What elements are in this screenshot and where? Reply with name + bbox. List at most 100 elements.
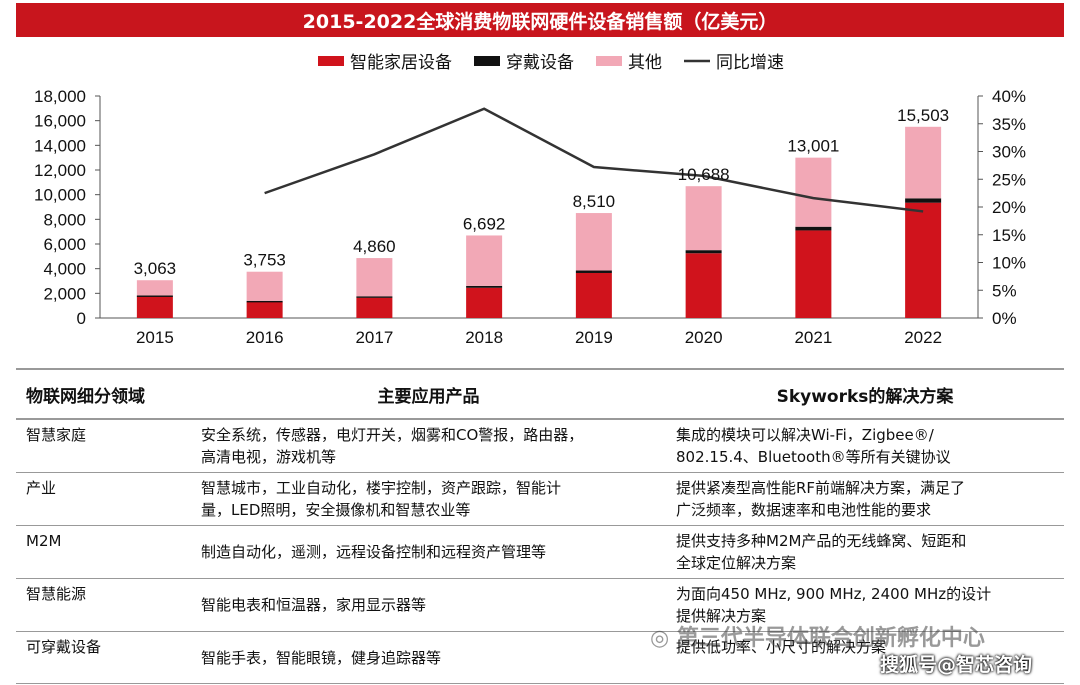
y-tick-label: 8,000 <box>43 210 86 229</box>
total-label: 15,503 <box>897 106 949 125</box>
segment-products: 安全系统，传感器，电灯开关，烟雾和CO警报，路由器， 高清电视，游戏机等 <box>191 419 666 473</box>
header-field: 物联网细分领域 <box>16 368 191 420</box>
chart-data-labels: 3,063 3,753 4,860 6,692 8,510 10,688 13,001 15,… <box>134 106 950 278</box>
table-row: 产业 智慧城市，工业自动化，楼宇控制，资产跟踪，智能计 量，LED照明，安全摄像机和… <box>16 472 1064 526</box>
legend-swatch <box>596 56 622 66</box>
total-label: 8,510 <box>573 192 616 211</box>
segment-products: 制造自动化，遥测，远程设备控制和远程资产管理等 <box>191 525 666 579</box>
segment-name: 可穿戴设备 <box>16 631 191 684</box>
table-row: 智慧能源 智能电表和恒温器，家用显示器等 为面向450 MHz, 900 MHz, … <box>16 578 1064 632</box>
segment-products: 智慧城市，工业自动化，楼宇控制，资产跟踪，智能计 量，LED照明，安全摄像机和智慧… <box>191 472 666 526</box>
legend-label: 智能家居设备 <box>350 53 452 72</box>
bar-segment-smart-home <box>246 301 283 318</box>
table-header-row: 物联网细分领域 主要应用产品 Skyworks的解决方案 <box>16 368 1064 420</box>
bar-segment-other <box>575 213 612 271</box>
table-row: M2M 制造自动化，遥测，远程设备控制和远程资产管理等 提供支持多种M2M产品的无线… <box>16 525 1064 579</box>
y2-tick-label: 20% <box>992 198 1026 217</box>
x-tick-label: 2018 <box>465 328 503 347</box>
segment-solution: 为面向450 MHz, 900 MHz, 2400 MHz的设计 提供解决方案 <box>666 578 1064 632</box>
bar-segment-wearable <box>685 250 722 254</box>
chart-area: 智能家居设备 穿戴设备 其他 同比增速 0 2,000 4,000 6,000 8,000 10… <box>34 53 1026 347</box>
bar-segment-wearable <box>905 198 942 203</box>
header-products: 主要应用产品 <box>191 368 666 420</box>
growth-line-group <box>264 107 924 213</box>
bar-segment-wearable <box>575 270 612 273</box>
y2-tick-label: 0% <box>992 309 1017 328</box>
segment-name: 智慧能源 <box>16 578 191 632</box>
growth-rate-line <box>264 107 924 213</box>
x-tick-label: 2017 <box>355 328 393 347</box>
y2-tick-label: 10% <box>992 254 1026 273</box>
legend-swatch <box>318 56 344 66</box>
bar-segment-wearable <box>356 296 393 298</box>
segment-solution: 提供紧凑型高性能RF前端解决方案，满足了 广泛频率，数据速率和电池性能的要求 <box>666 472 1064 526</box>
bar-segment-smart-home <box>575 272 612 318</box>
bar-segment-smart-home <box>466 287 503 318</box>
x-tick-label: 2020 <box>685 328 723 347</box>
x-tick-label: 2021 <box>794 328 832 347</box>
chart-axes: 0 2,000 4,000 6,000 8,000 10,000 12,000 14,000 1… <box>34 87 1026 347</box>
chart-title: 2015-2022全球消费物联网硬件设备销售额（亿美元） <box>16 3 1064 37</box>
x-tick-label: 2015 <box>136 328 174 347</box>
x-tick-label: 2019 <box>575 328 613 347</box>
bar-segment-smart-home <box>136 296 173 318</box>
y-tick-label: 10,000 <box>34 186 86 205</box>
y-tick-label: 6,000 <box>43 235 86 254</box>
legend-label: 同比增速 <box>716 53 784 72</box>
total-label: 13,001 <box>787 137 839 156</box>
y-tick-label: 18,000 <box>34 87 86 106</box>
y-tick-label: 16,000 <box>34 112 86 131</box>
chart-legend: 智能家居设备 穿戴设备 其他 同比增速 <box>318 53 784 72</box>
y2-tick-label: 25% <box>992 170 1026 189</box>
bar-segment-other <box>246 271 283 301</box>
y-tick-label: 12,000 <box>34 161 86 180</box>
y2-tick-label: 15% <box>992 226 1026 245</box>
y-tick-label: 2,000 <box>43 284 86 303</box>
y-tick-label: 4,000 <box>43 260 86 279</box>
segment-solution: 集成的模块可以解决Wi-Fi，Zigbee®/802.15.4、Bluetoot… <box>666 419 1064 473</box>
bar-segment-other <box>905 126 942 199</box>
total-label: 3,063 <box>134 259 177 278</box>
y-tick-label: 14,000 <box>34 136 86 155</box>
y2-tick-label: 35% <box>992 115 1026 134</box>
bar-segment-smart-home <box>685 253 722 318</box>
legend-swatch <box>474 56 500 66</box>
bar-segment-other <box>795 157 832 227</box>
y-tick-label: 0 <box>77 309 86 328</box>
bar-segment-other <box>136 280 173 296</box>
x-tick-label: 2022 <box>904 328 942 347</box>
iot-segments-table: 物联网细分领域 主要应用产品 Skyworks的解决方案 智慧家庭 安全系统，传感… <box>16 368 1064 684</box>
chart-bars <box>136 126 942 318</box>
bar-segment-wearable <box>466 285 503 288</box>
segment-products: 智能电表和恒温器，家用显示器等 <box>191 578 666 632</box>
segment-name: 产业 <box>16 472 191 526</box>
bar-segment-other <box>356 258 393 297</box>
sohu-watermark: 搜狐号@智芯咨询 <box>880 654 1033 676</box>
bar-segment-wearable <box>136 295 173 297</box>
total-label: 10,688 <box>678 165 730 184</box>
total-label: 4,860 <box>353 237 396 256</box>
y2-tick-label: 5% <box>992 281 1017 300</box>
bar-segment-smart-home <box>356 297 393 318</box>
bar-segment-wearable <box>246 300 283 303</box>
legend-label: 穿戴设备 <box>506 53 574 72</box>
table-row: 可穿戴设备 智能手表，智能眼镜，健身追踪器等 提供低功率、小尺寸的解决方案 <box>16 631 1064 684</box>
segment-name: M2M <box>16 525 191 579</box>
segment-name: 智慧家庭 <box>16 419 191 473</box>
y2-tick-label: 40% <box>992 87 1026 106</box>
table-row: 智慧家庭 安全系统，传感器，电灯开关，烟雾和CO警报，路由器， 高清电视，游戏机等集… <box>16 419 1064 473</box>
y2-tick-label: 30% <box>992 143 1026 162</box>
total-label: 3,753 <box>243 251 286 270</box>
bar-segment-other <box>685 186 722 251</box>
x-tick-label: 2016 <box>246 328 284 347</box>
segment-products: 智能手表，智能眼镜，健身追踪器等 <box>191 631 666 684</box>
total-label: 6,692 <box>463 214 506 233</box>
bar-segment-other <box>466 235 503 286</box>
segment-solution: 提供支持多种M2M产品的无线蜂窝、短距和 全球定位解决方案 <box>666 525 1064 579</box>
bar-segment-smart-home <box>905 202 942 318</box>
bar-segment-wearable <box>795 226 832 231</box>
segment-solution: 提供低功率、小尺寸的解决方案 <box>666 631 1064 684</box>
wechat-watermark: ◎ 第三代半导体联合创新孵化中心 <box>650 626 985 651</box>
header-solution: Skyworks的解决方案 <box>666 368 1064 420</box>
legend-label: 其他 <box>628 53 662 72</box>
